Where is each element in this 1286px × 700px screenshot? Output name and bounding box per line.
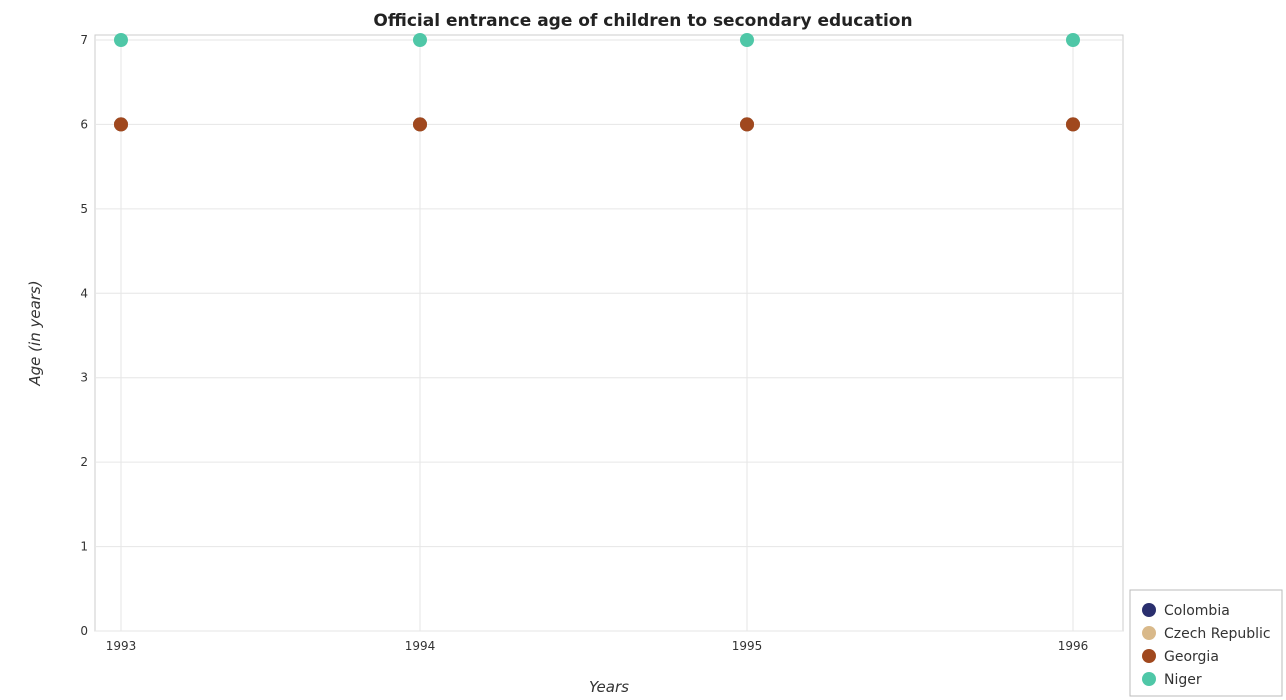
grid xyxy=(95,35,1123,632)
y-tick-label: 3 xyxy=(80,371,88,385)
legend-marker xyxy=(1142,672,1156,686)
y-tick-labels: 0 1 2 3 4 5 6 7 xyxy=(80,33,88,638)
x-tick-label: 1993 xyxy=(106,639,137,653)
chart-title: Official entrance age of children to sec… xyxy=(373,11,912,31)
point-niger xyxy=(1066,33,1080,47)
y-tick-label: 0 xyxy=(80,624,88,638)
y-tick-label: 6 xyxy=(80,117,88,131)
legend-label: Czech Republic xyxy=(1164,626,1271,642)
legend-label: Colombia xyxy=(1164,603,1230,619)
x-axis-label: Years xyxy=(589,678,629,696)
point-georgia xyxy=(740,117,754,132)
legend-marker xyxy=(1142,603,1156,617)
x-tick-labels: 1993 1994 1995 1996 xyxy=(106,639,1089,653)
point-georgia xyxy=(413,117,427,132)
point-georgia xyxy=(114,117,128,132)
point-niger xyxy=(740,33,754,47)
data-points xyxy=(114,33,1080,132)
y-tick-label: 2 xyxy=(80,455,88,469)
y-tick-label: 7 xyxy=(80,33,88,47)
y-tick-label: 1 xyxy=(80,540,88,554)
legend: Colombia Czech Republic Georgia Niger xyxy=(1129,589,1283,697)
y-tick-label: 4 xyxy=(80,286,88,300)
point-niger xyxy=(413,33,427,47)
x-tick-label: 1995 xyxy=(732,639,763,653)
point-niger xyxy=(114,33,128,47)
x-tick-label: 1996 xyxy=(1058,639,1089,653)
y-axis-label: Age (in years) xyxy=(26,280,44,386)
x-tick-label: 1994 xyxy=(405,639,436,653)
legend-label: Georgia xyxy=(1164,649,1219,665)
point-georgia xyxy=(1066,117,1080,132)
legend-marker xyxy=(1142,626,1156,640)
y-tick-label: 5 xyxy=(80,202,88,216)
plot-area xyxy=(94,34,1124,632)
legend-label: Niger xyxy=(1164,672,1202,688)
legend-marker xyxy=(1142,649,1156,663)
